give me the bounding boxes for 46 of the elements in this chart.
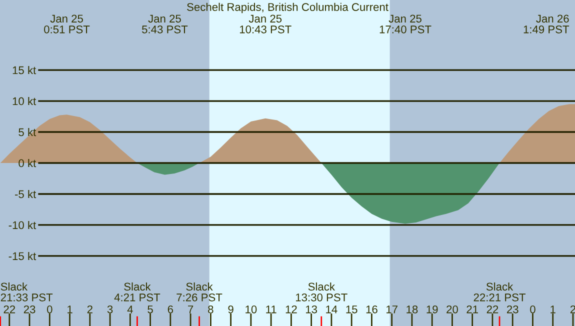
y-tick-label: -5 kt (14, 190, 36, 198)
x-tick-label: 12 (286, 305, 297, 314)
y-tick-label: 15 kt (12, 66, 36, 74)
annotation: Slack 7:26 PST (176, 282, 222, 302)
annotation: Jan 25 0:51 PST (44, 14, 90, 34)
annotation: Slack 22:21 PST (474, 282, 526, 302)
x-tick-label: 3 (107, 305, 113, 314)
x-tick-label: 0 (530, 305, 536, 314)
x-tick-label: 23 (24, 305, 36, 314)
annotation: Jan 25 5:43 PST (142, 14, 188, 34)
x-tick-label: 20 (446, 305, 458, 314)
y-tick-label: -15 kt (8, 252, 36, 260)
annotation: Slack 13:30 PST (296, 282, 348, 302)
x-tick-label: 23 (506, 305, 518, 314)
y-tick-label: 10 kt (12, 96, 36, 106)
x-tick-label: 6 (168, 305, 174, 314)
x-tick-label: 1 (550, 306, 556, 314)
x-tick-label: 10 (246, 305, 257, 314)
y-tick-label: -10 kt (8, 220, 36, 230)
x-tick-label: 22 (486, 305, 498, 314)
x-tick-label: 13 (306, 305, 318, 314)
x-tick-label: 22 (4, 305, 16, 314)
annotation: Jan 25 10:43 PST (240, 14, 292, 34)
x-tick-label: 11 (266, 306, 276, 314)
x-tick-label: 18 (406, 305, 418, 314)
x-tick-label: 9 (228, 305, 234, 314)
x-tick-label: 16 (366, 305, 378, 314)
x-tick-label: 2 (87, 305, 92, 314)
x-tick-label: 4 (127, 306, 133, 314)
x-tick-label: 19 (426, 305, 438, 314)
x-tick-label: 1 (68, 306, 72, 314)
x-tick-label: 0 (46, 305, 52, 314)
annotation: Slack 4:21 PST (114, 282, 160, 302)
x-tick-label: 8 (208, 305, 214, 314)
y-tick-label: 0 kt (18, 158, 36, 168)
x-tick-label: 15 (346, 306, 358, 314)
x-tick-label: 7 (188, 306, 194, 314)
y-tick-label: 5 kt (18, 128, 36, 136)
annotation: Jan 26 1:49 PST (524, 14, 570, 34)
x-tick-label: 17 (386, 306, 398, 314)
chart-title: Sechelt Rapids, British Columbia Current (187, 2, 388, 14)
annotation: Jan 25 17:40 PST (380, 14, 432, 34)
x-tick-label: 14 (326, 306, 338, 314)
x-tick-label: 21 (466, 305, 478, 314)
x-tick-label: 5 (148, 306, 153, 314)
annotation: Slack 21:33 PST (0, 282, 53, 302)
